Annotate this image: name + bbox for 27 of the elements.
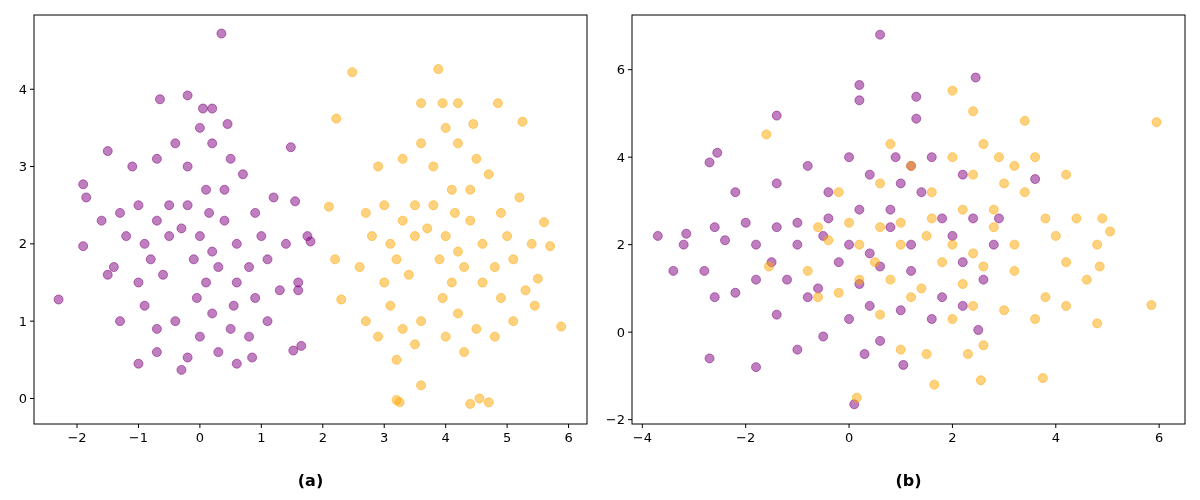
x-tick-label: −4 <box>632 430 652 445</box>
x-tick-label: 0 <box>844 430 854 445</box>
x-axis-title: (b) <box>895 471 922 490</box>
y-tick-label: 0 <box>18 391 27 407</box>
x-tick-label: 6 <box>564 430 573 445</box>
y-tick-label: 6 <box>616 62 625 78</box>
x-tick-label: −1 <box>128 430 149 445</box>
y-tick-label: 1 <box>18 313 27 329</box>
y-tick-label: 4 <box>18 81 27 97</box>
y-tick-label: −2 <box>605 412 625 428</box>
x-tick-label: 0 <box>195 430 205 445</box>
y-tick-label: 4 <box>616 149 625 165</box>
x-tick-label: 2 <box>318 430 327 445</box>
x-tick-label: −2 <box>736 430 756 445</box>
y-tick-label: 2 <box>18 236 27 252</box>
y-tick-label: 0 <box>616 324 625 340</box>
x-tick-label: 1 <box>257 430 266 445</box>
x-tick-label: 3 <box>380 430 389 445</box>
x-tick-label: 6 <box>1155 430 1164 445</box>
x-tick-label: 2 <box>948 430 957 445</box>
x-tick-label: 4 <box>1051 430 1060 445</box>
x-axis-title: (a) <box>297 471 324 490</box>
x-tick-label: 4 <box>441 430 450 445</box>
y-tick-label: 2 <box>616 237 625 253</box>
x-tick-label: 5 <box>502 430 512 445</box>
x-tick-label: −2 <box>67 430 87 445</box>
y-tick-label: 3 <box>18 159 27 175</box>
